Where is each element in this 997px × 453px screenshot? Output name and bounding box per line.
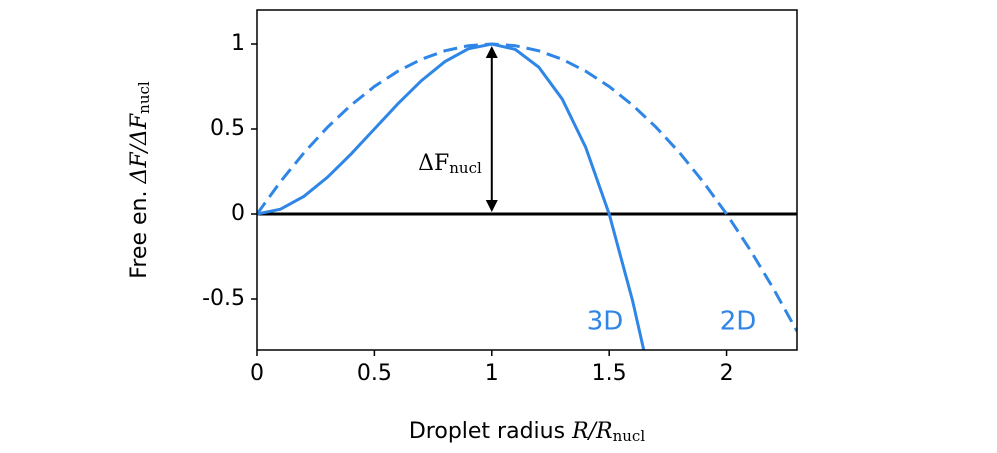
x-tick-label: 2 xyxy=(720,361,734,386)
y-tick-label: 0 xyxy=(231,201,245,226)
arrow-head xyxy=(485,46,498,58)
x-tick-label: 0.5 xyxy=(357,361,392,386)
y-tick-label: -0.5 xyxy=(202,286,245,311)
x-label-math: R/R xyxy=(571,419,613,444)
x-tick-label: 1 xyxy=(485,361,499,386)
y-label-text: Free en. xyxy=(127,184,152,279)
axes-frame xyxy=(256,9,798,351)
y-tick-label: 0.5 xyxy=(210,116,245,141)
y-label-sub: nucl xyxy=(135,81,153,114)
plot-area xyxy=(257,42,797,350)
annotation: ΔFnucl xyxy=(418,151,482,177)
y-tick-label: 1 xyxy=(231,31,245,56)
x-label-text: Droplet radius xyxy=(409,419,572,444)
series-label: 3D xyxy=(587,307,624,337)
series-line xyxy=(257,42,646,350)
series-label: 2D xyxy=(720,307,757,337)
x-axis-label: Droplet radius R/Rnucl xyxy=(409,419,645,445)
x-tick-label: 0 xyxy=(250,361,264,386)
y-label-math: ΔF/ΔF xyxy=(127,113,152,184)
x-label-sub: nucl xyxy=(613,427,646,445)
annotation-math: ΔF xyxy=(418,151,449,176)
annotation-sub: nucl xyxy=(449,159,482,177)
x-tick-label: 1.5 xyxy=(592,361,627,386)
y-axis-label: Free en. ΔF/ΔFnucl xyxy=(127,81,153,279)
arrow-head xyxy=(485,200,498,212)
series-line xyxy=(257,42,797,333)
